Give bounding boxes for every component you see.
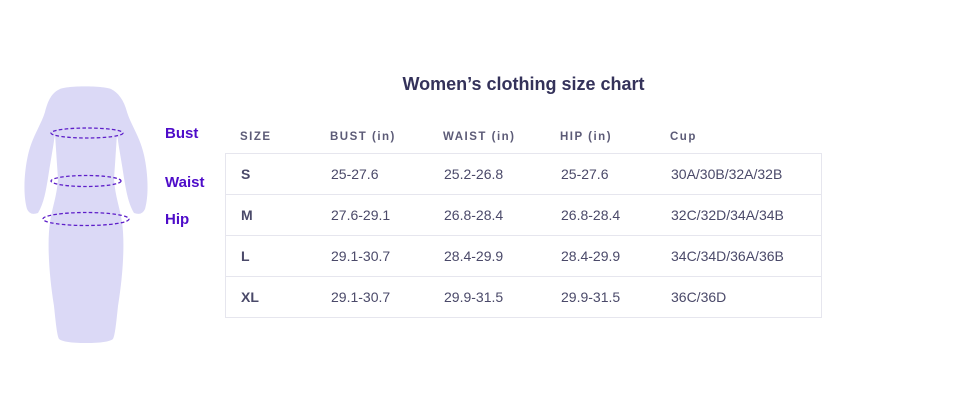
hip-measurement-line — [42, 211, 130, 227]
cup-cell: 36C/36D — [671, 289, 727, 305]
table-row: S 25-27.6 25.2-26.8 25-27.6 30A/30B/32A/… — [226, 154, 821, 194]
cup-cell: 30A/30B/32A/32B — [671, 166, 783, 182]
column-header-hip: HIP (in) — [560, 131, 613, 143]
waist-cell: 29.9-31.5 — [444, 289, 504, 305]
column-header-bust: BUST (in) — [330, 131, 396, 143]
bust-cell: 25-27.6 — [331, 166, 379, 182]
size-cell: M — [241, 207, 253, 223]
table-row: L 29.1-30.7 28.4-29.9 28.4-29.9 34C/34D/… — [226, 235, 821, 276]
waist-cell: 28.4-29.9 — [444, 248, 504, 264]
hip-label: Hip — [165, 211, 190, 228]
hip-cell: 25-27.6 — [561, 166, 609, 182]
cup-cell: 34C/34D/36A/36B — [671, 248, 784, 264]
column-header-cup: Cup — [670, 131, 697, 143]
size-cell: L — [241, 248, 250, 264]
waist-label: Waist — [165, 174, 205, 191]
bust-cell: 29.1-30.7 — [331, 248, 391, 264]
bust-cell: 29.1-30.7 — [331, 289, 391, 305]
table-body: S 25-27.6 25.2-26.8 25-27.6 30A/30B/32A/… — [225, 153, 822, 318]
table-header-row: SIZE BUST (in) WAIST (in) HIP (in) Cup — [225, 121, 822, 153]
size-table: SIZE BUST (in) WAIST (in) HIP (in) Cup S… — [225, 121, 822, 318]
cup-cell: 32C/32D/34A/34B — [671, 207, 784, 223]
bust-measurement-line — [50, 127, 124, 139]
table-row: M 27.6-29.1 26.8-28.4 26.8-28.4 32C/32D/… — [226, 194, 821, 235]
dress-illustration — [24, 86, 148, 343]
column-header-waist: WAIST (in) — [443, 131, 516, 143]
size-cell: S — [241, 166, 251, 182]
hip-cell: 29.9-31.5 — [561, 289, 621, 305]
waist-measurement-line — [50, 174, 122, 188]
bust-label: Bust — [165, 125, 199, 142]
waist-cell: 26.8-28.4 — [444, 207, 504, 223]
page-title: Women’s clothing size chart — [402, 74, 645, 94]
column-header-size: SIZE — [240, 131, 272, 143]
waist-cell: 25.2-26.8 — [444, 166, 504, 182]
size-cell: XL — [241, 289, 259, 305]
bust-cell: 27.6-29.1 — [331, 207, 391, 223]
hip-cell: 26.8-28.4 — [561, 207, 621, 223]
dress-silhouette — [24, 86, 148, 343]
table-row: XL 29.1-30.7 29.9-31.5 29.9-31.5 36C/36D — [226, 276, 821, 317]
hip-cell: 28.4-29.9 — [561, 248, 621, 264]
